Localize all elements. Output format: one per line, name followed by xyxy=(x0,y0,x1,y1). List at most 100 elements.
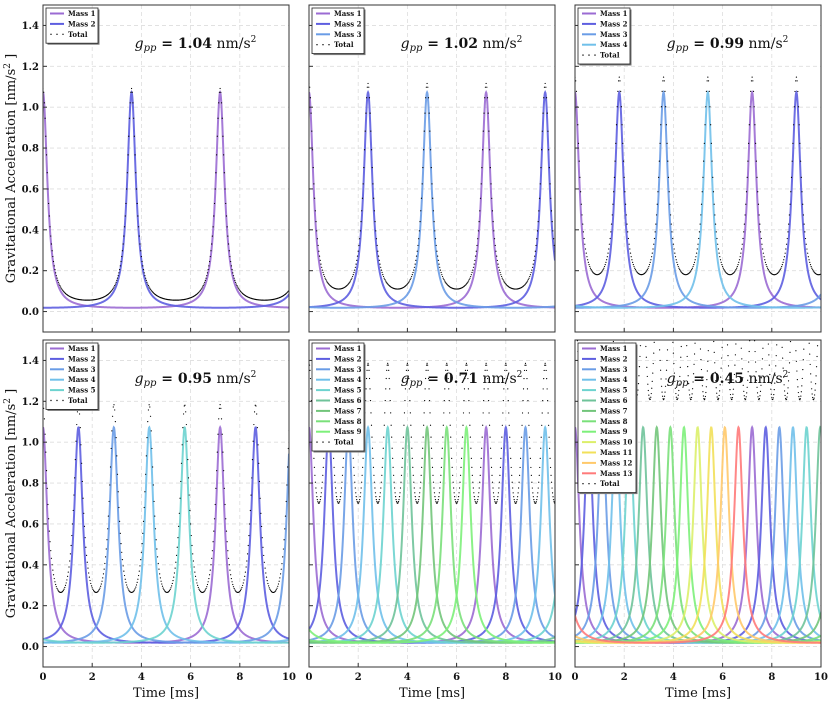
total-point xyxy=(420,210,422,212)
total-point xyxy=(660,378,662,380)
total-point xyxy=(499,474,501,476)
total-point xyxy=(480,466,482,468)
total-point xyxy=(382,274,384,276)
y-axis-label-text: Gravitational Acceleration [nm/s xyxy=(4,69,19,283)
total-point xyxy=(361,197,364,199)
total-point xyxy=(119,268,121,271)
total-point xyxy=(699,223,701,225)
total-point xyxy=(687,375,689,377)
total-point xyxy=(390,412,392,414)
total-point xyxy=(321,266,323,268)
total-point xyxy=(333,466,335,468)
total-point xyxy=(376,244,378,247)
total-point xyxy=(147,283,149,285)
total-point xyxy=(693,264,695,266)
total-point xyxy=(390,424,392,426)
total-point xyxy=(580,203,582,205)
total-point xyxy=(745,396,747,398)
total-point xyxy=(444,377,446,380)
total-point xyxy=(426,82,428,85)
total-point xyxy=(749,106,751,108)
total-point xyxy=(195,579,197,581)
total-point xyxy=(755,379,758,381)
total-point xyxy=(327,282,329,284)
total-point xyxy=(552,496,554,498)
total-point xyxy=(483,388,485,390)
total-point xyxy=(693,261,696,263)
total-point xyxy=(211,243,213,245)
total-point xyxy=(367,82,369,85)
total-point xyxy=(589,267,592,269)
total-point xyxy=(540,436,542,438)
total-point xyxy=(460,457,463,459)
total-point xyxy=(638,366,641,368)
total-point xyxy=(89,579,91,582)
total-point xyxy=(56,277,58,279)
total-point xyxy=(372,457,374,459)
total-point xyxy=(80,444,82,446)
total-point xyxy=(220,418,223,420)
total-point xyxy=(645,345,647,348)
total-point xyxy=(266,580,268,582)
total-point xyxy=(780,267,782,269)
total-point xyxy=(374,492,377,494)
total-point xyxy=(237,287,239,289)
total-point xyxy=(450,447,452,449)
total-point xyxy=(410,436,412,438)
total-point xyxy=(230,577,232,580)
total-point xyxy=(55,583,57,586)
total-point xyxy=(552,238,555,240)
total-point xyxy=(766,265,768,268)
total-point xyxy=(715,380,717,382)
legend-item: Mass 5 xyxy=(50,386,96,395)
legend-item: Mass 4 xyxy=(50,375,96,384)
total-point xyxy=(199,289,202,291)
total-point xyxy=(420,481,422,483)
total-point xyxy=(379,263,381,265)
total-point xyxy=(219,87,221,90)
total-point xyxy=(239,290,242,292)
total-point xyxy=(116,455,118,457)
total-point xyxy=(342,457,345,459)
total-point xyxy=(509,447,511,449)
total-point xyxy=(110,290,112,292)
total-point xyxy=(387,283,389,285)
total-point xyxy=(232,272,234,274)
total-point xyxy=(706,370,708,372)
total-point xyxy=(522,400,524,402)
total-point xyxy=(323,275,326,278)
total-point xyxy=(607,252,609,254)
total-point xyxy=(691,269,693,271)
total-point xyxy=(90,585,93,587)
total-point xyxy=(51,250,53,252)
total-point xyxy=(204,281,206,283)
total-point xyxy=(412,271,414,274)
total-point xyxy=(651,252,653,254)
total-point xyxy=(333,457,335,459)
total-point xyxy=(357,250,359,252)
total-point xyxy=(185,423,187,426)
total-point xyxy=(733,381,735,384)
total-point xyxy=(98,589,100,591)
total-point xyxy=(322,271,324,274)
total-point xyxy=(79,427,81,429)
total-point xyxy=(384,279,386,281)
total-point xyxy=(351,277,353,279)
gpp-unit: nm/s xyxy=(744,36,783,52)
total-point xyxy=(535,501,537,503)
total-point xyxy=(316,238,319,240)
total-point xyxy=(443,399,445,402)
total-point xyxy=(370,412,372,414)
total-point xyxy=(761,243,763,245)
total-point xyxy=(527,400,529,402)
y-axis-label: Gravitational Acceleration [nm/s2 ] xyxy=(3,54,19,283)
total-point xyxy=(741,358,743,360)
total-point xyxy=(496,499,499,501)
total-point xyxy=(729,393,732,396)
total-point xyxy=(551,487,553,489)
gpp-subscript: pp xyxy=(676,378,689,389)
total-point xyxy=(512,492,514,494)
total-point xyxy=(787,387,789,389)
total-point xyxy=(766,267,769,269)
total-point xyxy=(590,333,591,334)
